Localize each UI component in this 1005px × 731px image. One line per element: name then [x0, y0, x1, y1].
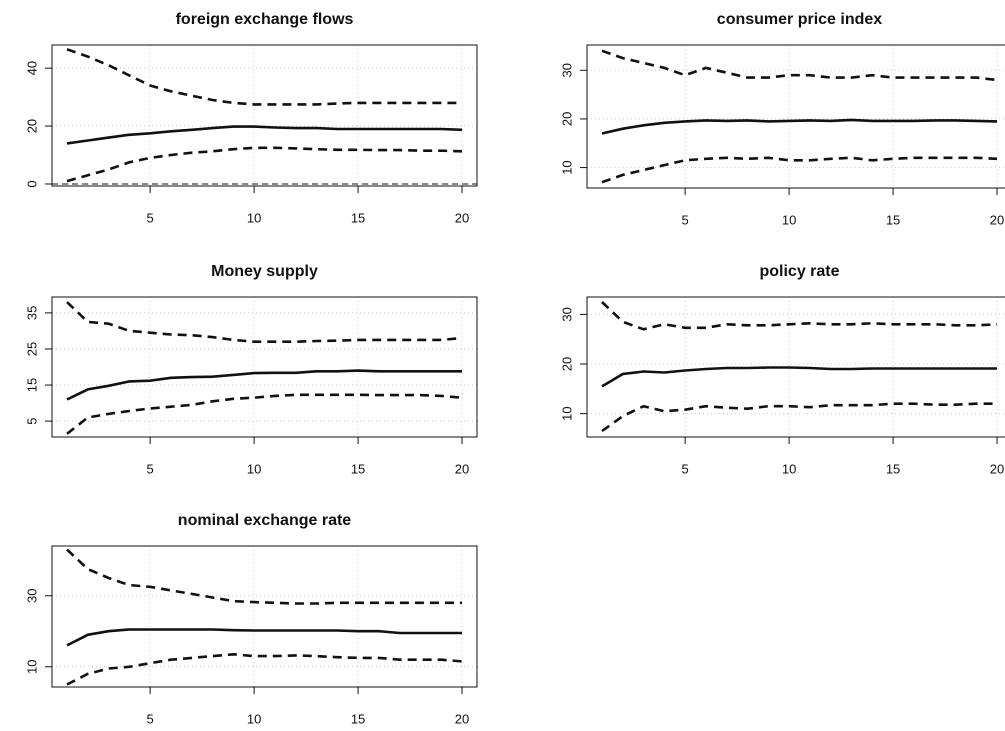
series-line: [601, 49, 998, 82]
y-tick-label: 35: [24, 306, 39, 320]
x-tick-label: 20: [455, 461, 469, 476]
y-tick-label: 10: [559, 406, 574, 420]
y-tick-label: 20: [559, 112, 574, 126]
series-line: [66, 301, 463, 343]
panel-title: nominal exchange rate: [178, 512, 351, 529]
series-line: [66, 125, 463, 145]
x-tick-label: 20: [990, 461, 1004, 476]
series-line: [66, 628, 462, 647]
x-tick-label: 20: [455, 711, 469, 726]
panel: foreign exchange flows 5 10 15 20 0 20 40: [24, 11, 478, 225]
series-line: [66, 393, 463, 435]
series-line: [66, 369, 462, 401]
y-tick-label: 10: [24, 660, 39, 674]
plot-frame: [586, 296, 1005, 438]
x-tick-label: 15: [351, 461, 365, 476]
panel: policy rate 5 10 15 20 10 20 30: [559, 263, 1005, 476]
x-tick-label: 5: [147, 210, 154, 225]
plot-frame: [586, 44, 1005, 189]
x-tick-label: 15: [886, 212, 900, 227]
x-tick-label: 10: [782, 212, 796, 227]
series-line: [601, 366, 997, 388]
panel: consumer price index 5 10 15 20 10 20 30: [559, 11, 1005, 227]
series-line: [601, 118, 998, 135]
y-tick-label: 30: [559, 307, 574, 321]
series-line: [66, 548, 462, 605]
panel-title: consumer price index: [717, 11, 882, 28]
y-tick-label: 30: [24, 588, 39, 602]
plot-frame: [51, 545, 478, 688]
plot-frame: [51, 296, 478, 438]
x-tick-label: 10: [247, 210, 261, 225]
y-tick-label: 40: [24, 61, 39, 75]
panel-title: Money supply: [211, 263, 318, 280]
y-tick-label: 10: [559, 160, 574, 174]
x-tick-label: 20: [990, 212, 1004, 227]
y-tick-label: 20: [559, 357, 574, 371]
x-tick-label: 5: [147, 461, 154, 476]
series-line: [601, 301, 998, 331]
plot-frame: [51, 44, 478, 187]
x-tick-label: 10: [782, 461, 796, 476]
y-tick-label: 25: [24, 342, 39, 356]
y-tick-label: 30: [559, 63, 574, 77]
series-line: [66, 48, 462, 106]
panel: nominal exchange rate 5 10 15 20 10 30: [24, 512, 478, 726]
y-tick-label: 0: [24, 180, 39, 187]
y-tick-label: 15: [24, 378, 39, 392]
series-line: [66, 146, 463, 183]
x-tick-label: 15: [351, 711, 365, 726]
x-tick-label: 15: [351, 210, 365, 225]
x-tick-label: 20: [455, 210, 469, 225]
panel-title: foreign exchange flows: [176, 11, 354, 28]
x-tick-label: 5: [682, 461, 689, 476]
x-tick-label: 10: [247, 461, 261, 476]
y-tick-label: 5: [24, 418, 39, 425]
panel-title: policy rate: [759, 263, 839, 280]
series-line: [66, 652, 463, 686]
series-line: [601, 402, 997, 433]
x-tick-label: 10: [247, 711, 261, 726]
x-tick-label: 5: [682, 212, 689, 227]
series-line: [601, 156, 998, 184]
panel: Money supply 5 10 15 20 5 15 25 35: [24, 263, 478, 476]
x-tick-label: 5: [147, 711, 154, 726]
x-tick-label: 15: [886, 461, 900, 476]
y-tick-label: 20: [24, 119, 39, 133]
